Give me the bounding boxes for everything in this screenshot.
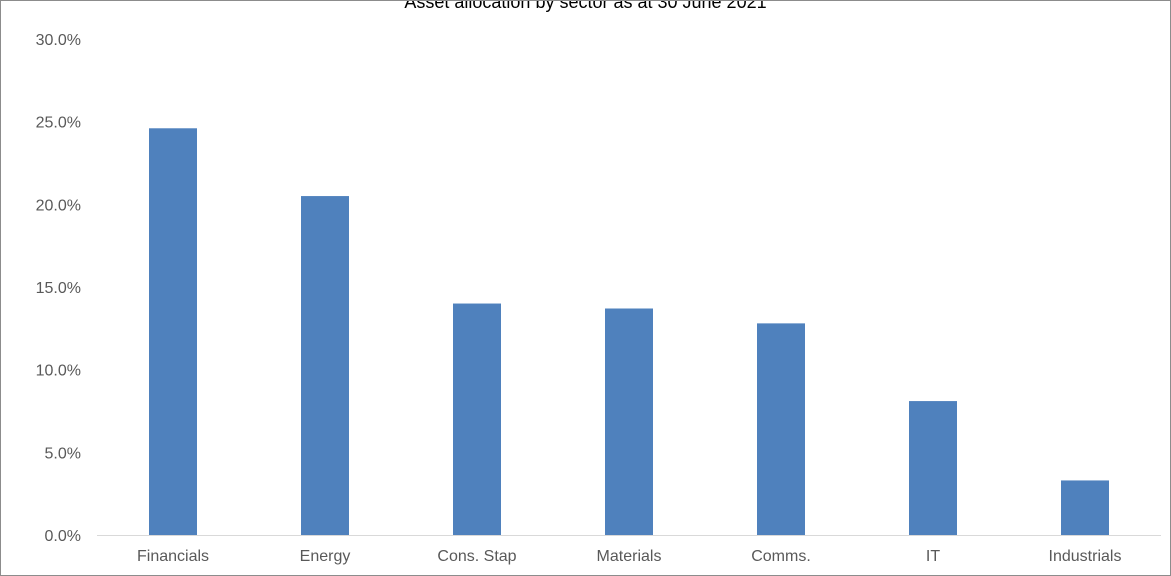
bar-series (149, 128, 1109, 536)
y-tick-label: 25.0% (36, 115, 81, 132)
y-tick-label: 5.0% (45, 445, 81, 462)
y-tick-label: 30.0% (36, 32, 81, 49)
x-tick-label: IT (926, 548, 940, 565)
y-tick-label: 0.0% (45, 528, 81, 545)
y-tick-label: 15.0% (36, 280, 81, 297)
x-tick-label: Cons. Stap (437, 548, 516, 565)
x-tick-label: Industrials (1049, 548, 1122, 565)
x-tick-label: Financials (137, 548, 209, 565)
bar-it (909, 401, 957, 535)
y-tick-label: 20.0% (36, 197, 81, 214)
x-tick-label: Energy (300, 548, 351, 565)
x-tick-label: Materials (597, 548, 662, 565)
y-axis-tick-labels: 0.0% 5.0% 10.0% 15.0% 20.0% 25.0% 30.0% (36, 32, 81, 545)
bar-energy (301, 196, 349, 536)
bar-comms (757, 323, 805, 535)
chart-title: Asset allocation by sector as at 30 June… (404, 0, 767, 12)
x-tick-label: Comms. (751, 548, 811, 565)
bar-financials (149, 128, 197, 535)
x-axis-tick-labels: Financials Energy Cons. Stap Materials Comms… (137, 548, 1121, 565)
y-tick-label: 10.0% (36, 363, 81, 380)
bar-industrials (1061, 480, 1109, 535)
bar-materials (605, 308, 653, 535)
bar-cons-stap (453, 303, 501, 535)
